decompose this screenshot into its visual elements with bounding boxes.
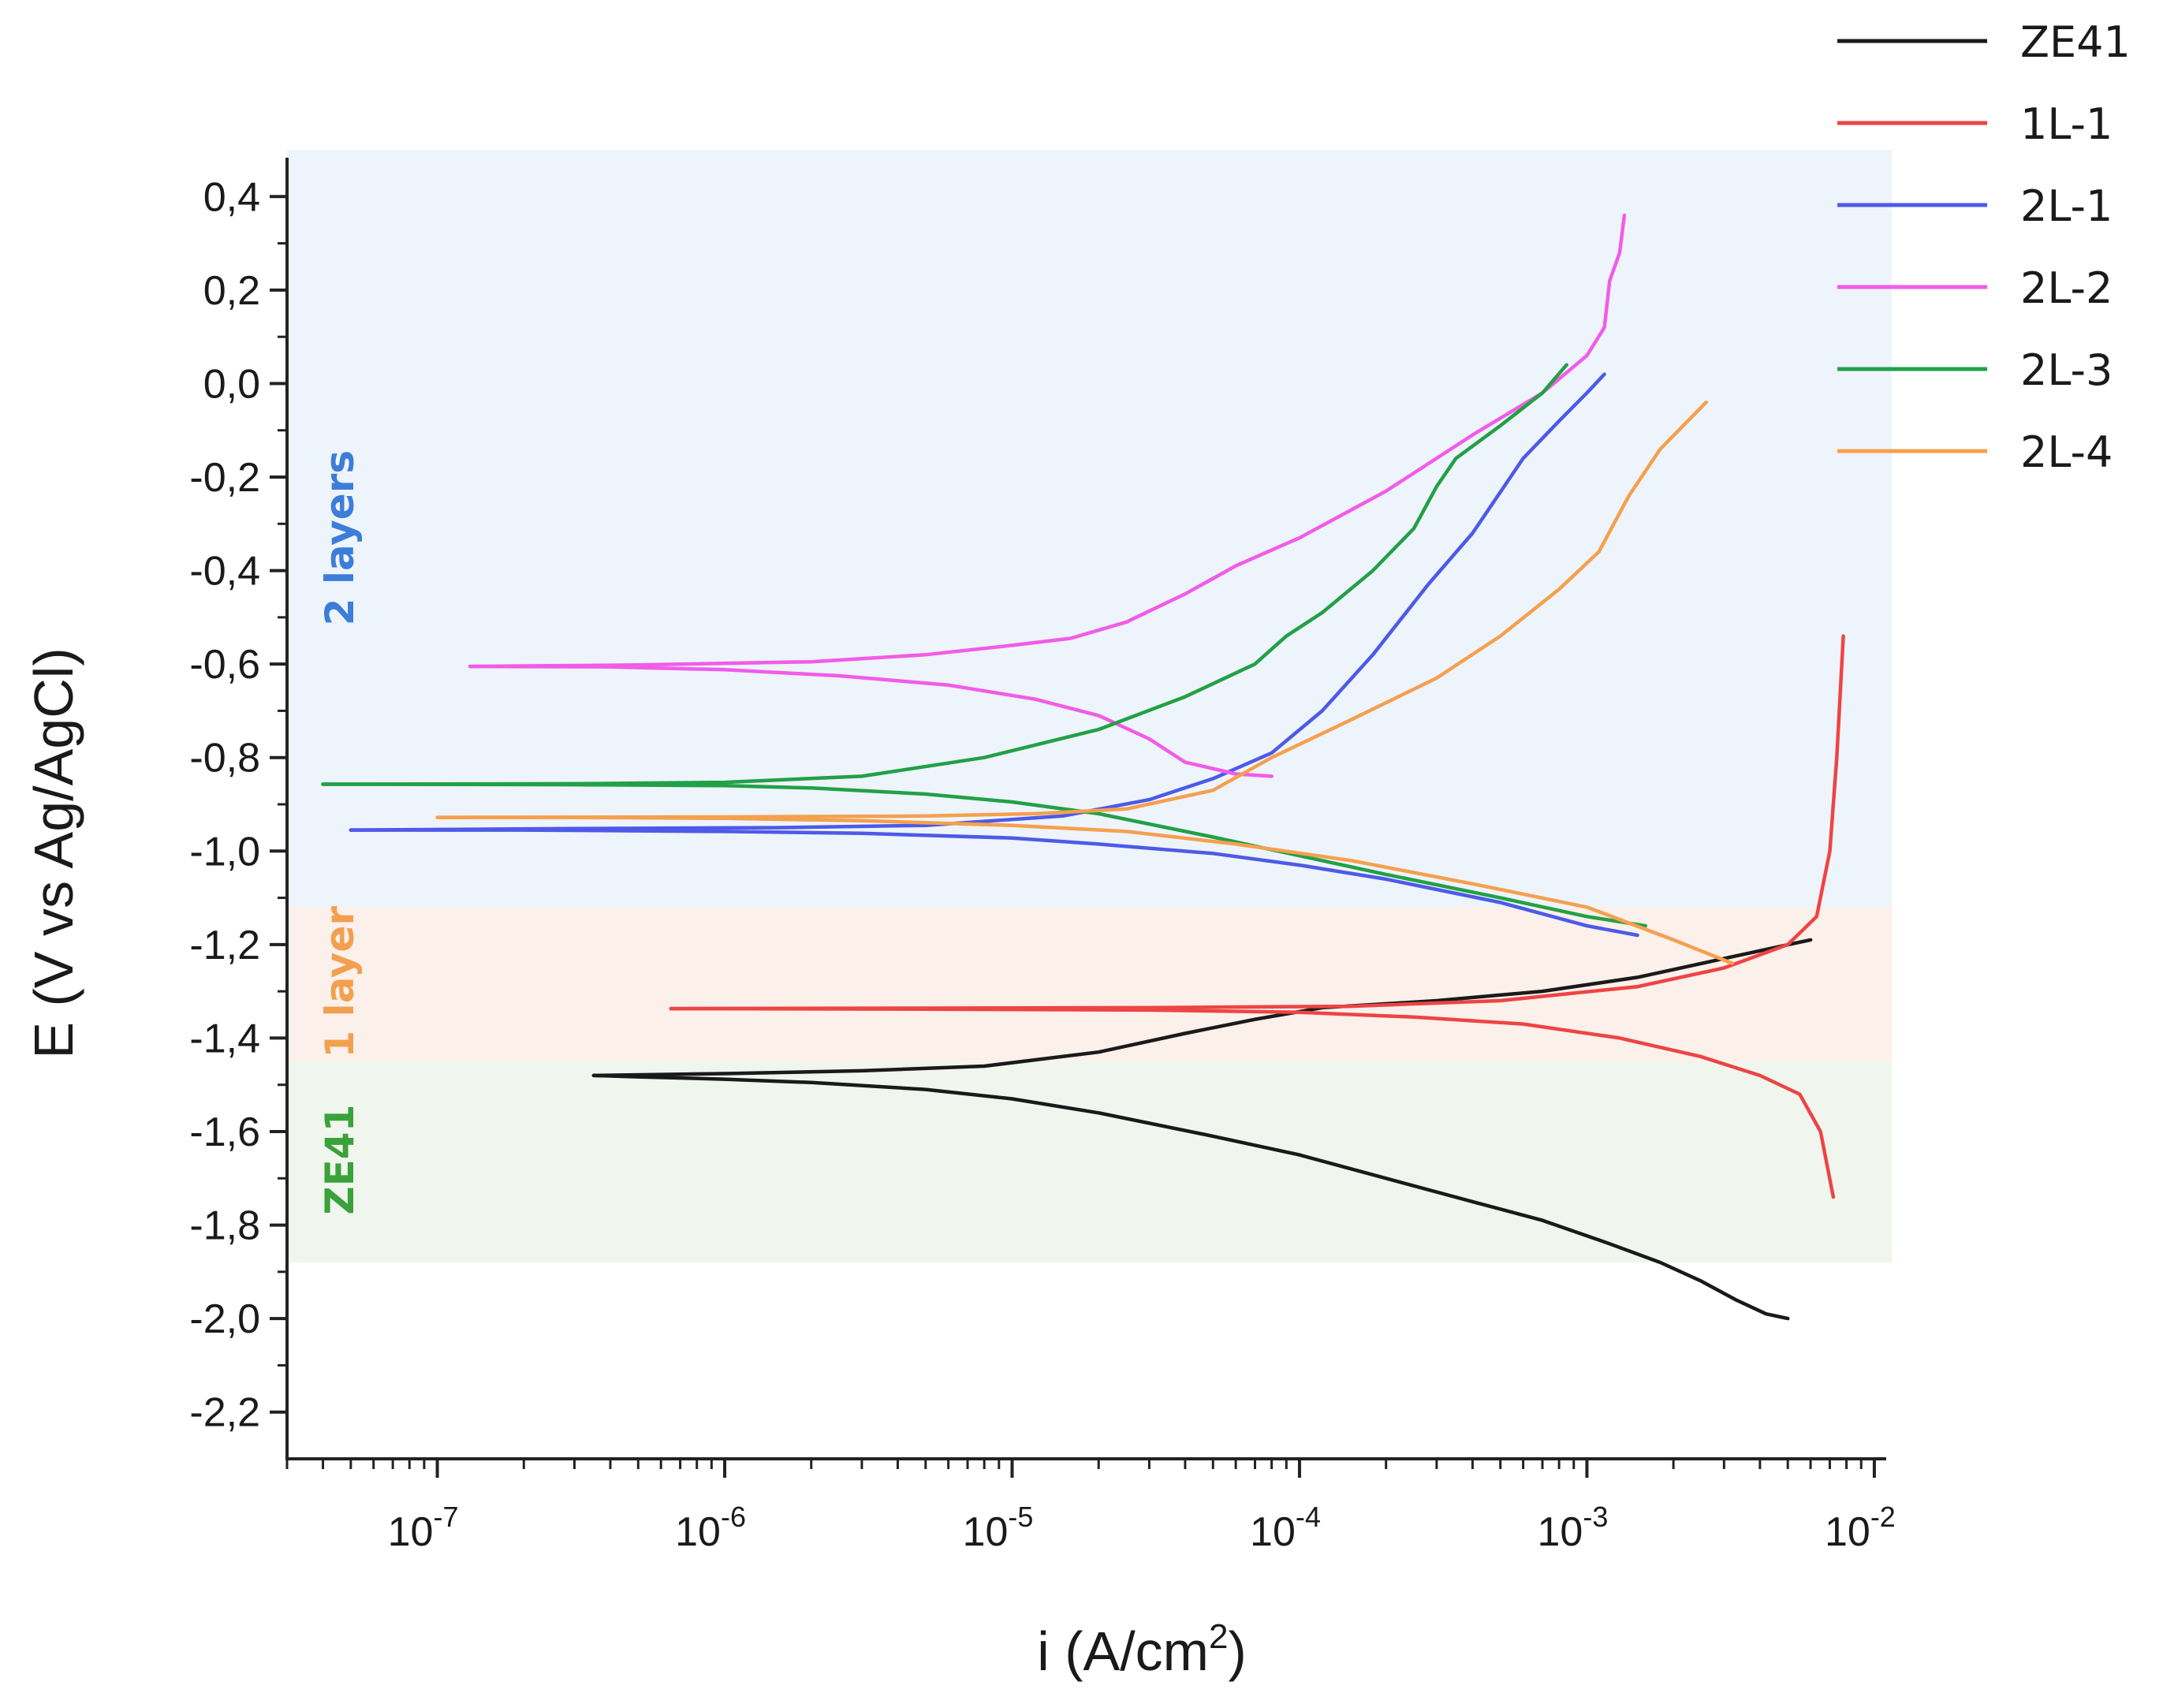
x-tick-base: 10: [1538, 1509, 1583, 1555]
y-tick-label: -1,2: [189, 923, 260, 968]
y-tick-label: -1,0: [189, 829, 260, 875]
x-tick-label: 10-7: [388, 1501, 459, 1555]
y-tick-label: -0,4: [189, 549, 260, 595]
series-ZE41-cathodic: [591, 1073, 1790, 1321]
series-2L-2-cathodic: [468, 664, 1274, 778]
series-ZE41-anodic: [591, 938, 1813, 1078]
series-2L-2-anodic: [468, 213, 1627, 669]
x-tick-label: 10-2: [1825, 1501, 1896, 1555]
x-tick-label: 10-4: [1250, 1501, 1321, 1555]
series-2L-4-anodic: [435, 400, 1708, 819]
x-axis-title-sup: 2: [1209, 1617, 1228, 1656]
data-series: [321, 213, 1845, 1321]
y-tick-label: -2,2: [189, 1390, 260, 1436]
region-label-1: 1 layer: [317, 906, 363, 1058]
x-tick-exp: -2: [1870, 1501, 1896, 1533]
y-tick-label: 0,4: [203, 174, 260, 220]
series-2L-1-cathodic: [349, 828, 1639, 938]
region-label-0: 2 layers: [317, 450, 363, 625]
y-tick-label: -0,2: [189, 455, 260, 501]
legend: ZE41 1L-1 2L-1 2L-2 2L-3 2L-4: [1837, 17, 2131, 477]
y-tick-label: -1,4: [189, 1016, 260, 1061]
x-tick-label: 10-3: [1538, 1501, 1609, 1555]
x-tick-exp: -7: [433, 1501, 458, 1533]
x-tick-base: 10: [1250, 1509, 1296, 1555]
y-tick-label: -2,0: [189, 1296, 260, 1342]
x-axis-title-tail: ): [1228, 1620, 1246, 1682]
x-tick-exp: -3: [1583, 1501, 1608, 1533]
x-tick-base: 10: [388, 1509, 434, 1555]
region-labels: 2 layers 1 layer ZE41: [317, 450, 363, 1215]
x-tick-base: 10: [1825, 1509, 1870, 1555]
y-ticks: 0,4 0,2 0,0 -0,2 -0,4 -0,6 -0,8 -1,0 -1,2 -1,4 -1,…: [189, 174, 287, 1436]
x-tick-exp: -4: [1296, 1501, 1321, 1533]
legend-label-2L-3: 2L-3: [2020, 345, 2113, 395]
series-2L-3-cathodic: [321, 782, 1648, 928]
legend-label-ZE41: ZE41: [2020, 17, 2131, 67]
series-2L-1-anodic: [349, 372, 1606, 832]
x-tick-base: 10: [963, 1509, 1009, 1555]
x-tick-base: 10: [675, 1509, 721, 1555]
region-label-2: ZE41: [317, 1105, 363, 1215]
series-1L-1-anodic: [669, 634, 1845, 1011]
y-tick-label: 0,0: [203, 361, 260, 407]
y-tick-label: -0,6: [189, 642, 260, 688]
region-band-2: [287, 1061, 1893, 1262]
x-tick-label: 10-5: [963, 1501, 1034, 1555]
legend-label-1L-1: 1L-1: [2020, 99, 2113, 149]
region-band-0: [287, 150, 1893, 908]
x-tick-label: 10-6: [675, 1501, 746, 1555]
x-tick-exp: -6: [721, 1501, 746, 1533]
y-tick-label: -0,8: [189, 736, 260, 781]
y-tick-label: 0,2: [203, 268, 260, 314]
region-bands: [287, 150, 1893, 1262]
y-axis-title: E (V vs Ag/AgCl): [23, 647, 84, 1058]
legend-label-2L-2: 2L-2: [2020, 263, 2113, 313]
series-1L-1-cathodic: [669, 1006, 1836, 1199]
series-2L-3-anodic: [321, 363, 1568, 786]
x-axis-title: i (A/cm2): [1037, 1617, 1247, 1682]
y-tick-label: -1,6: [189, 1109, 260, 1155]
legend-label-2L-1: 2L-1: [2020, 181, 2113, 231]
x-axis-title-base: i (A/cm: [1037, 1620, 1209, 1682]
x-tick-exp: -5: [1008, 1501, 1033, 1533]
legend-label-2L-4: 2L-4: [2020, 427, 2113, 477]
axes: 0,4 0,2 0,0 -0,2 -0,4 -0,6 -0,8 -1,0 -1,2 -1,4 -1,…: [189, 158, 1896, 1555]
y-tick-label: -1,8: [189, 1203, 260, 1249]
x-ticks: 10-7 10-6 10-5 10-4 10-3 10-2: [285, 1459, 1896, 1555]
